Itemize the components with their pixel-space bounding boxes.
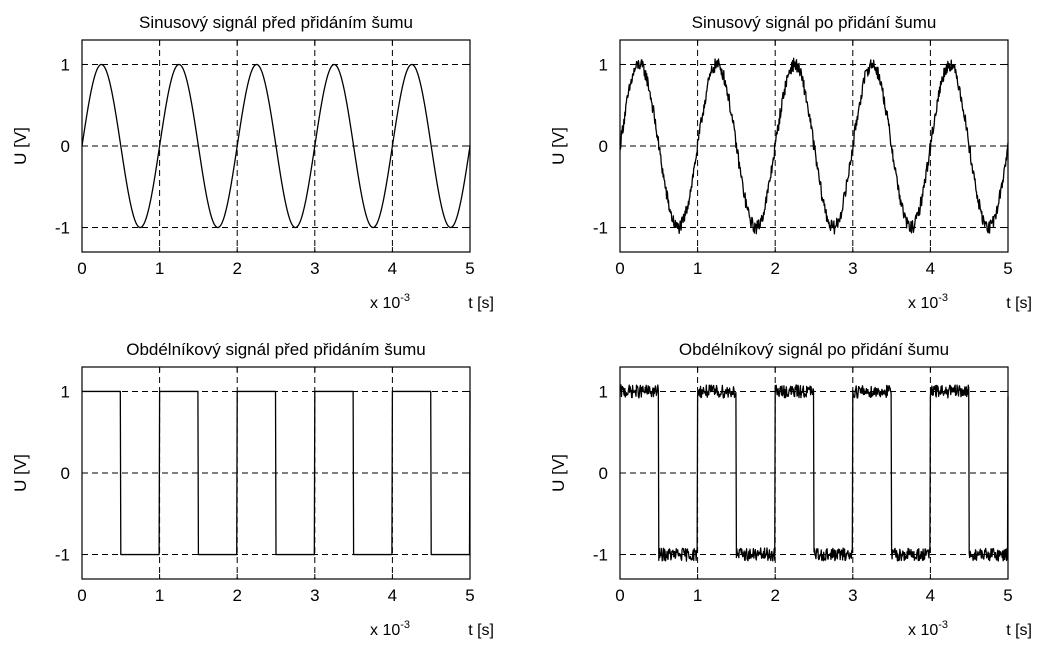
y-tick-label: 1 [61,55,70,74]
chart-panel-3: Obdélníkový signál před přidáním šumu 0 1 2… [11,340,494,639]
x-axis-label: t [s] [468,295,494,312]
x-tick-label: 0 [615,586,624,605]
signal-trace [81,63,471,229]
signal-trace [619,57,1009,235]
x-tick-label: 3 [310,586,319,605]
chart-panel-2: Sinusový signál po přidání šumu 0 1 2 3 4 5 -1 0… [549,13,1032,312]
x-tick-label: 3 [848,586,857,605]
x-tick-label: 3 [848,259,857,278]
x-tick-label: 2 [232,586,241,605]
x-axis-label: t [s] [1006,295,1032,312]
x-tick-label: 2 [232,259,241,278]
y-tick-label: 0 [599,464,608,483]
chart-title: Obdélníkový signál po přidání šumu [679,340,949,359]
x-scale-factor: x 10-3 [908,619,948,639]
signal-trace [81,390,471,556]
y-axis-label: U [V] [11,454,30,492]
y-axis-label: U [V] [549,454,568,492]
y-tick-label: -1 [593,546,608,565]
x-tick-label: 5 [1003,586,1012,605]
y-tick-label: 0 [61,464,70,483]
x-scale-factor: x 10-3 [908,292,948,312]
signal-trace [619,384,1009,562]
x-tick-label: 4 [926,586,935,605]
x-tick-label: 0 [615,259,624,278]
y-axis-label: U [V] [549,127,568,165]
x-tick-label: 3 [310,259,319,278]
y-tick-label: -1 [593,219,608,238]
x-tick-label: 2 [770,259,779,278]
chart-title: Obdélníkový signál před přidáním šumu [126,340,426,359]
x-tick-label: 2 [770,586,779,605]
x-tick-label: 0 [77,586,86,605]
y-tick-label: -1 [55,546,70,565]
y-tick-label: 1 [599,55,608,74]
y-tick-label: 0 [61,137,70,156]
x-axis-label: t [s] [1006,622,1032,639]
x-tick-label: 0 [77,259,86,278]
x-scale-factor: x 10-3 [370,292,410,312]
chart-title: Sinusový signál před přidáním šumu [139,13,413,32]
x-tick-label: 4 [388,259,397,278]
x-scale-factor: x 10-3 [370,619,410,639]
chart-panel-4: Obdélníkový signál po přidání šumu 0 1 2 3 4 5… [549,340,1032,639]
x-tick-label: 4 [926,259,935,278]
y-tick-label: 1 [599,382,608,401]
x-tick-label: 1 [155,586,164,605]
x-tick-label: 5 [465,259,474,278]
x-axis-label: t [s] [468,622,494,639]
y-axis-label: U [V] [11,127,30,165]
x-tick-label: 1 [693,586,702,605]
x-tick-label: 1 [155,259,164,278]
x-tick-label: 5 [465,586,474,605]
chart-title: Sinusový signál po přidání šumu [692,13,937,32]
x-tick-label: 5 [1003,259,1012,278]
y-tick-label: 1 [61,382,70,401]
x-tick-label: 1 [693,259,702,278]
chart-panel-1: Sinusový signál před přidáním šumu 0 1 2 3 4 5… [11,13,494,312]
x-tick-label: 4 [388,586,397,605]
y-tick-label: -1 [55,219,70,238]
y-tick-label: 0 [599,137,608,156]
